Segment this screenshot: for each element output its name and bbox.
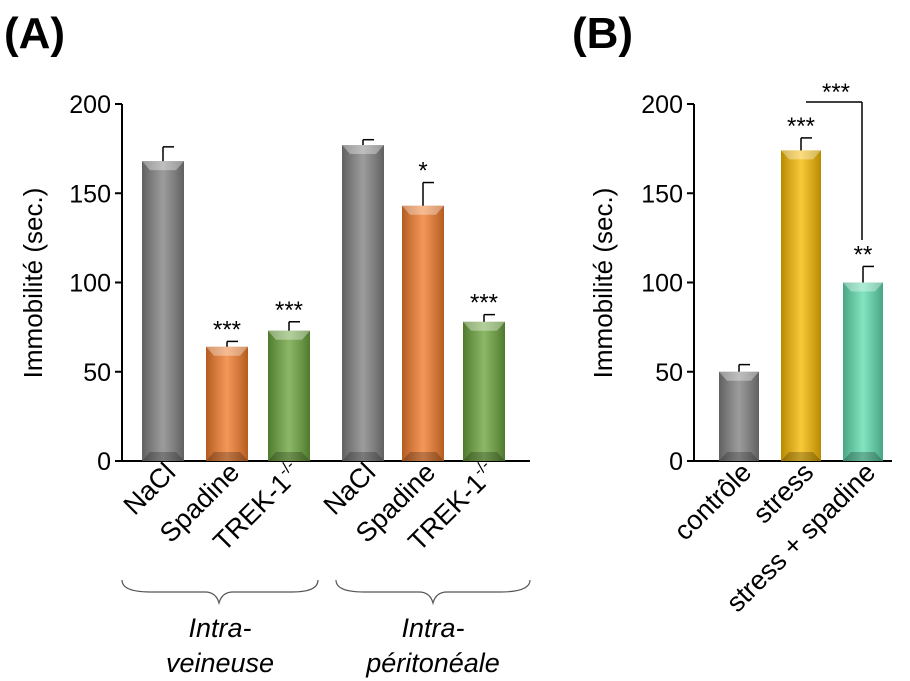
y-tick-label: 100 [69, 270, 111, 298]
bar-shading [781, 150, 821, 461]
bar-shading [206, 346, 248, 461]
bar-top-bevel [843, 282, 883, 292]
bar-shading [142, 161, 184, 461]
brace-intra-peritoneale [335, 579, 531, 606]
panel-b-label: (B) [572, 9, 633, 58]
panel-a-bars: ********** [142, 138, 505, 461]
bar-shading [463, 321, 505, 461]
bar-top-bevel [402, 205, 444, 215]
significance-label: * [418, 158, 427, 185]
bar-shading [402, 205, 444, 461]
significance-label: *** [213, 316, 241, 343]
group-label-intra-peritoneale-line1: Intra- [401, 613, 464, 643]
bar-bottom-bevel [342, 452, 384, 461]
bar-top-bevel [142, 161, 184, 171]
bar-bottom-bevel [206, 452, 248, 461]
bar-top-bevel [463, 321, 505, 331]
panel-a-axes: 0 50 100 150 200 [69, 91, 530, 476]
bar-shading [843, 282, 883, 461]
brace-intra-veineuse [121, 579, 319, 606]
bar-bottom-bevel [142, 452, 184, 461]
panel-b-y-axis-label: Immobilité (sec.) [588, 188, 618, 379]
bar-top-bevel [268, 330, 310, 340]
bar-bottom-bevel [268, 452, 310, 461]
y-tick-label: 100 [641, 270, 683, 298]
bar-shading [342, 145, 384, 461]
bar-bottom-bevel [781, 452, 821, 461]
y-tick-label: 0 [669, 448, 683, 476]
panel-a-y-axis-label: Immobilité (sec.) [18, 188, 48, 379]
panel-a-label: (A) [4, 9, 65, 58]
bar-top-bevel [342, 145, 384, 155]
bar-top-bevel [719, 371, 759, 381]
bar-shading [268, 330, 310, 461]
bar-bottom-bevel [402, 452, 444, 461]
bar-bottom-bevel [843, 452, 883, 461]
y-tick-label: 50 [655, 359, 683, 387]
group-label-intra-peritoneale-line2: péritonéale [365, 648, 500, 678]
panel-b: (B) Immobilité (sec.) 0 50 100 150 200 *** *… [572, 9, 892, 618]
y-tick-label: 50 [83, 359, 111, 387]
panel-a-group-braces: Intra- veineuse Intra- péritonéale [121, 579, 531, 678]
significance-label: ** [854, 241, 873, 268]
y-tick-label: 150 [69, 180, 111, 208]
group-label-intra-veineuse-line1: Intra- [188, 613, 251, 643]
bar-bottom-bevel [719, 452, 759, 461]
bar-shading [719, 371, 759, 461]
significance-label: *** [470, 290, 498, 317]
bar-top-bevel [781, 150, 821, 160]
bracket-significance-label: *** [822, 79, 850, 106]
y-tick-label: 200 [641, 91, 683, 119]
group-label-intra-veineuse-line2: veineuse [166, 648, 274, 678]
y-tick-label: 200 [69, 91, 111, 119]
significance-label: *** [275, 297, 303, 324]
significance-label: *** [787, 113, 815, 140]
bar-bottom-bevel [463, 452, 505, 461]
y-tick-label: 150 [641, 180, 683, 208]
panel-b-significance-bracket: *** [806, 79, 863, 240]
panel-b-bars: ***** [719, 113, 883, 461]
y-tick-label: 0 [97, 448, 111, 476]
bar-top-bevel [206, 346, 248, 356]
